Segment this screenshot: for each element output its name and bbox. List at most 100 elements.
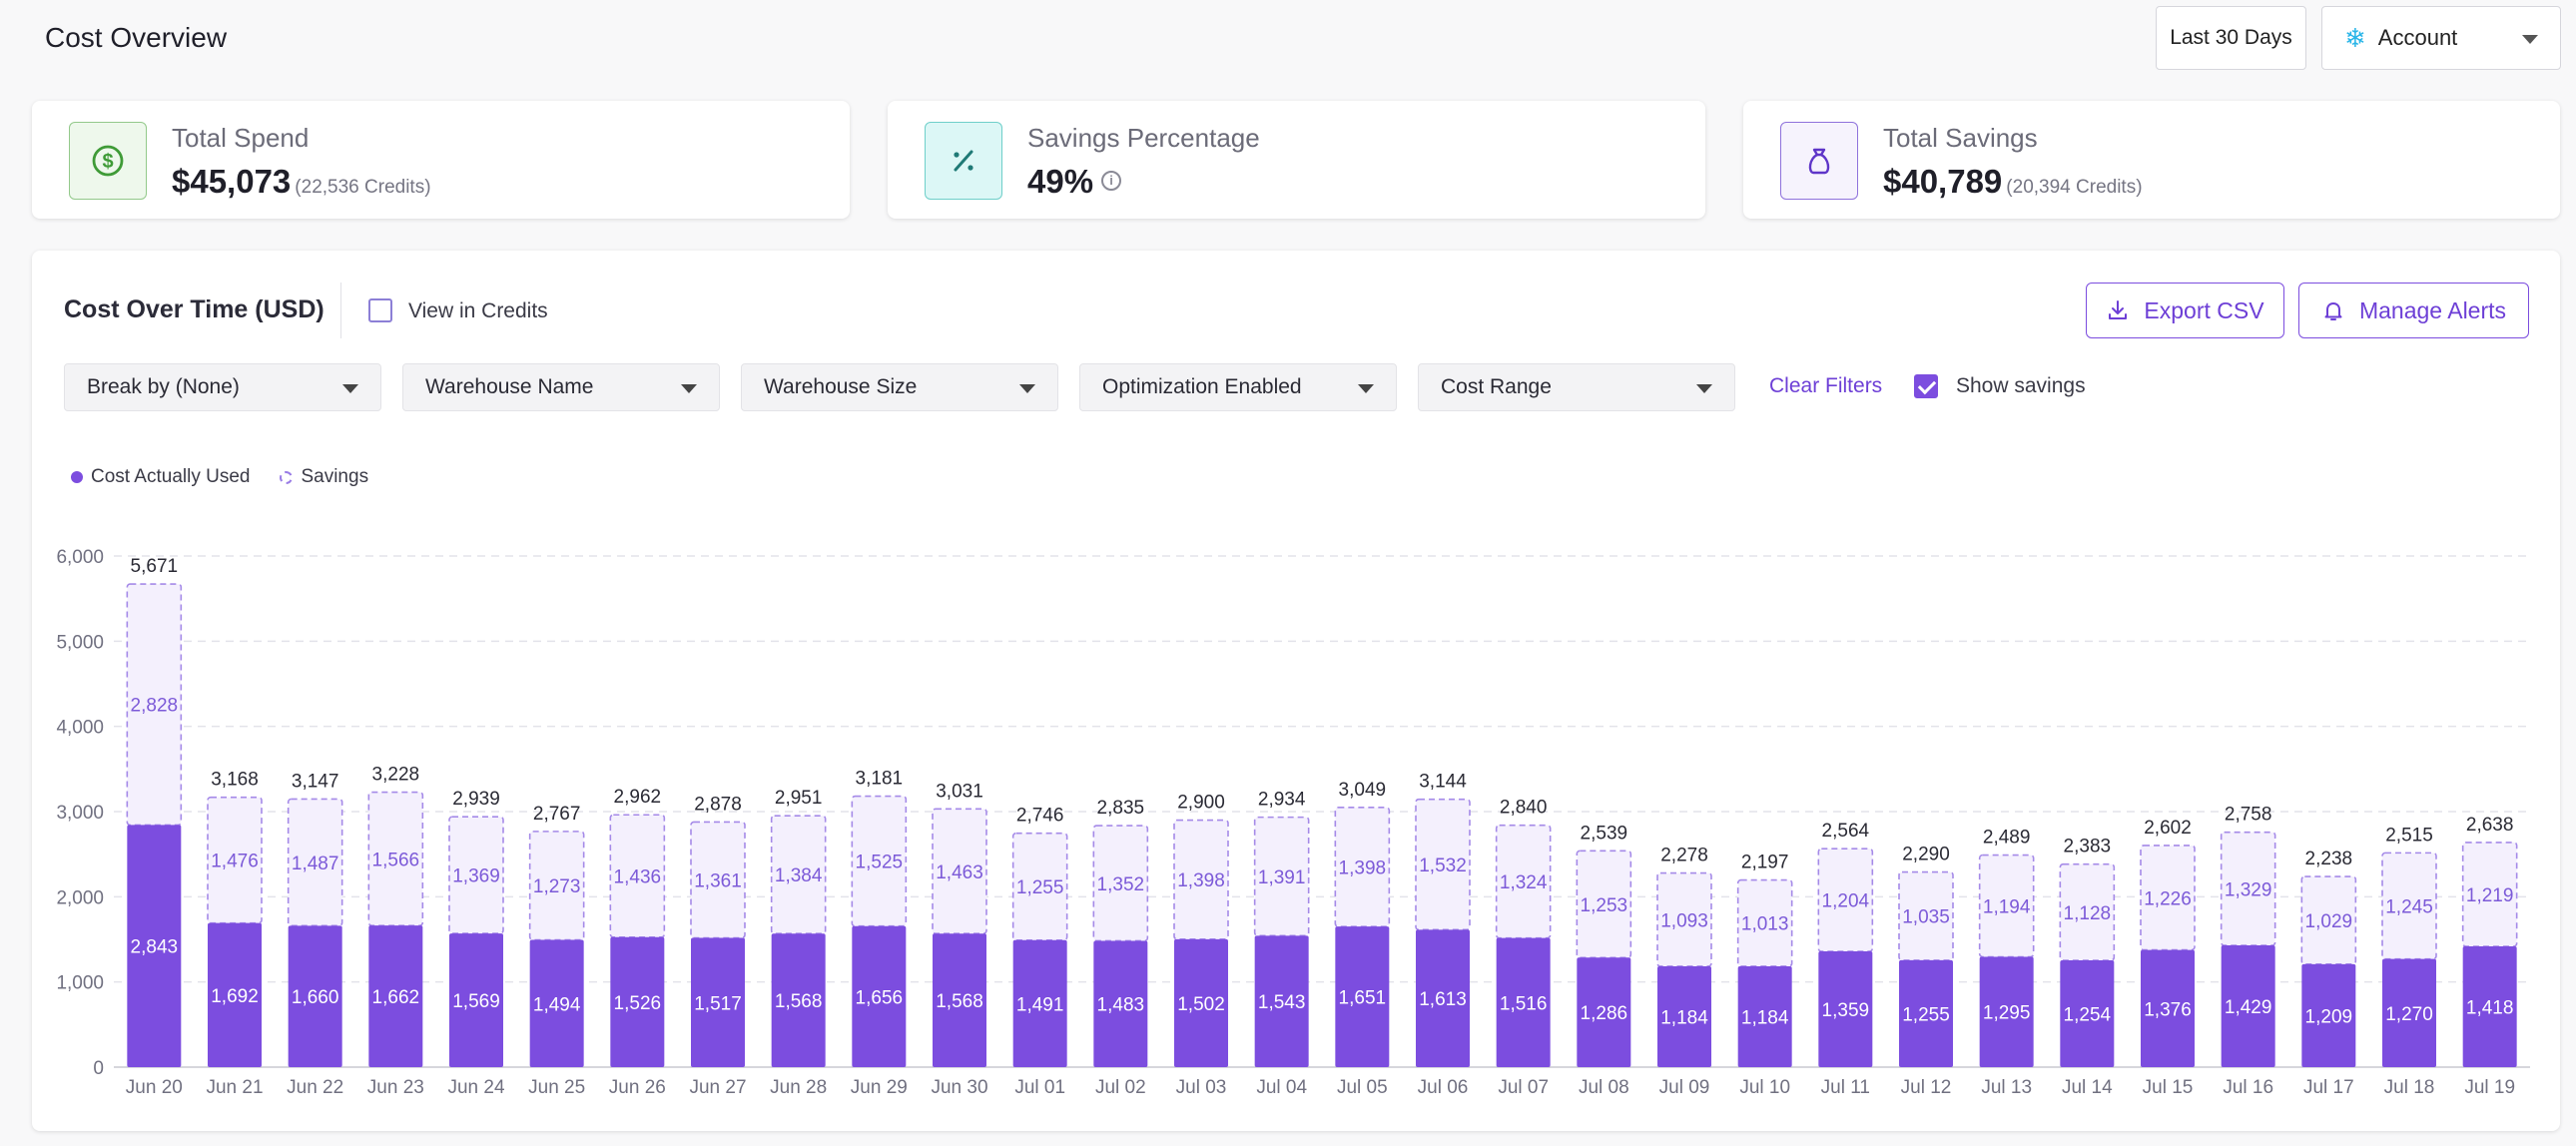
used-label: 1,376 [2144, 999, 2192, 1020]
legend-label-used: Cost Actually Used [91, 466, 251, 487]
legend-swatch-used [71, 471, 83, 483]
savings-label: 1,476 [211, 852, 259, 872]
total-label: 2,746 [1016, 806, 1064, 827]
used-bar [852, 925, 907, 1067]
used-bar [529, 939, 584, 1067]
clear-filters-link[interactable]: Clear Filters [1769, 374, 1883, 397]
used-bar [449, 933, 503, 1067]
svg-text:$: $ [102, 151, 113, 173]
date-range-button[interactable]: Last 30 Days [2156, 6, 2306, 70]
savings-label: 1,487 [292, 854, 339, 874]
x-tick-label: Jul 01 [1014, 1077, 1065, 1098]
used-bar [2221, 945, 2275, 1067]
savings-label: 1,352 [1097, 874, 1145, 895]
filter-warehouse-name[interactable]: Warehouse Name [402, 363, 720, 411]
savings-bar [367, 791, 424, 926]
used-label: 1,359 [1822, 1000, 1870, 1021]
y-tick-label: 1,000 [56, 973, 104, 994]
used-label: 1,270 [2385, 1004, 2433, 1025]
savings-bar [1415, 798, 1471, 931]
savings-label: 1,566 [372, 850, 420, 870]
legend-swatch-savings [280, 470, 294, 484]
used-bar [933, 933, 986, 1067]
divider [340, 283, 341, 338]
x-tick-label: Jun 28 [770, 1077, 827, 1098]
savings-label: 1,361 [694, 870, 742, 891]
savings-label: 1,226 [2144, 888, 2192, 909]
x-tick-label: Jul 17 [2303, 1077, 2354, 1098]
savings-label: 1,029 [2305, 911, 2353, 932]
filter-warehouse-size[interactable]: Warehouse Size [741, 363, 1058, 411]
savings-label: 1,013 [1741, 914, 1789, 935]
top-bar: Cost Overview Last 30 Days ❄ Account [0, 0, 2576, 76]
y-tick-label: 5,000 [56, 632, 104, 653]
used-label: 1,483 [1097, 995, 1145, 1016]
x-tick-label: Jun 20 [126, 1077, 183, 1098]
account-select[interactable]: ❄ Account [2321, 6, 2561, 70]
used-bar [1657, 965, 1711, 1067]
x-tick-label: Jun 22 [287, 1077, 343, 1098]
kpi-value: 49% i [1027, 163, 1122, 201]
used-label: 1,517 [694, 993, 742, 1014]
total-label: 2,383 [2064, 837, 2112, 858]
total-label: 2,840 [1500, 798, 1548, 819]
kpi-savings-percentage: Savings Percentage 49% i [888, 101, 1705, 219]
x-tick-label: Jun 29 [851, 1077, 908, 1098]
filter-label: Warehouse Name [425, 375, 594, 398]
savings-bar [2461, 842, 2518, 947]
x-tick-label: Jul 02 [1095, 1077, 1146, 1098]
total-label: 2,900 [1177, 793, 1225, 814]
manage-alerts-button[interactable]: Manage Alerts [2298, 283, 2529, 338]
x-tick-label: Jun 30 [931, 1077, 987, 1098]
savings-bar [1656, 871, 1712, 967]
export-csv-button[interactable]: Export CSV [2086, 283, 2284, 338]
savings-label: 1,398 [1177, 870, 1225, 891]
used-bar [771, 933, 826, 1067]
x-tick-label: Jun 21 [206, 1077, 263, 1098]
savings-bar [2140, 845, 2196, 951]
show-savings-checkbox[interactable] [1914, 374, 1938, 398]
x-tick-label: Jun 24 [447, 1077, 504, 1098]
chevron-down-icon [2522, 35, 2538, 44]
savings-label: 1,398 [1339, 858, 1387, 878]
x-tick-label: Jul 13 [1981, 1077, 2032, 1098]
filter-optimization-enabled[interactable]: Optimization Enabled [1079, 363, 1397, 411]
kpi-label: Total Spend [172, 123, 310, 153]
used-bar [368, 925, 423, 1067]
used-label: 1,209 [2305, 1006, 2353, 1027]
x-tick-label: Jun 27 [689, 1077, 746, 1098]
filter-break-by[interactable]: Break by (None) [64, 363, 381, 411]
used-label: 1,255 [1902, 1004, 1950, 1025]
total-label: 2,564 [1822, 821, 1870, 842]
total-label: 3,181 [856, 769, 904, 790]
used-label: 1,184 [1741, 1007, 1789, 1028]
filter-label: Cost Range [1441, 375, 1552, 398]
chevron-down-icon [1358, 384, 1374, 393]
savings-bar [2220, 831, 2276, 946]
x-tick-label: Jun 26 [609, 1077, 666, 1098]
used-label: 1,184 [1660, 1007, 1708, 1028]
chevron-down-icon [1019, 384, 1035, 393]
total-label: 2,489 [1983, 828, 2031, 849]
filter-cost-range[interactable]: Cost Range [1418, 363, 1735, 411]
x-tick-label: Jul 06 [1418, 1077, 1469, 1098]
x-tick-label: Jul 10 [1739, 1077, 1790, 1098]
savings-label: 1,255 [1016, 877, 1064, 898]
view-in-credits-checkbox[interactable] [368, 298, 392, 322]
used-label: 1,569 [452, 991, 500, 1012]
cost-chart: 0 1,000 2,000 3,000 4,000 5,000 6,000 5,671 2,82… [56, 547, 2530, 1098]
savings-label: 1,369 [452, 866, 500, 887]
total-label: 2,934 [1258, 790, 1306, 811]
used-label: 1,692 [211, 986, 259, 1007]
used-label: 1,660 [292, 987, 339, 1008]
info-icon[interactable]: i [1101, 171, 1122, 192]
total-label: 3,144 [1419, 772, 1467, 793]
download-icon [2109, 300, 2128, 319]
used-label: 1,568 [775, 991, 823, 1012]
kpi-label: Total Savings [1883, 123, 2038, 153]
x-tick-label: Jul 03 [1176, 1077, 1227, 1098]
total-label: 2,290 [1902, 845, 1950, 865]
bell-icon [2324, 302, 2342, 320]
used-bar [2301, 963, 2356, 1067]
savings-bar [1978, 854, 2035, 958]
